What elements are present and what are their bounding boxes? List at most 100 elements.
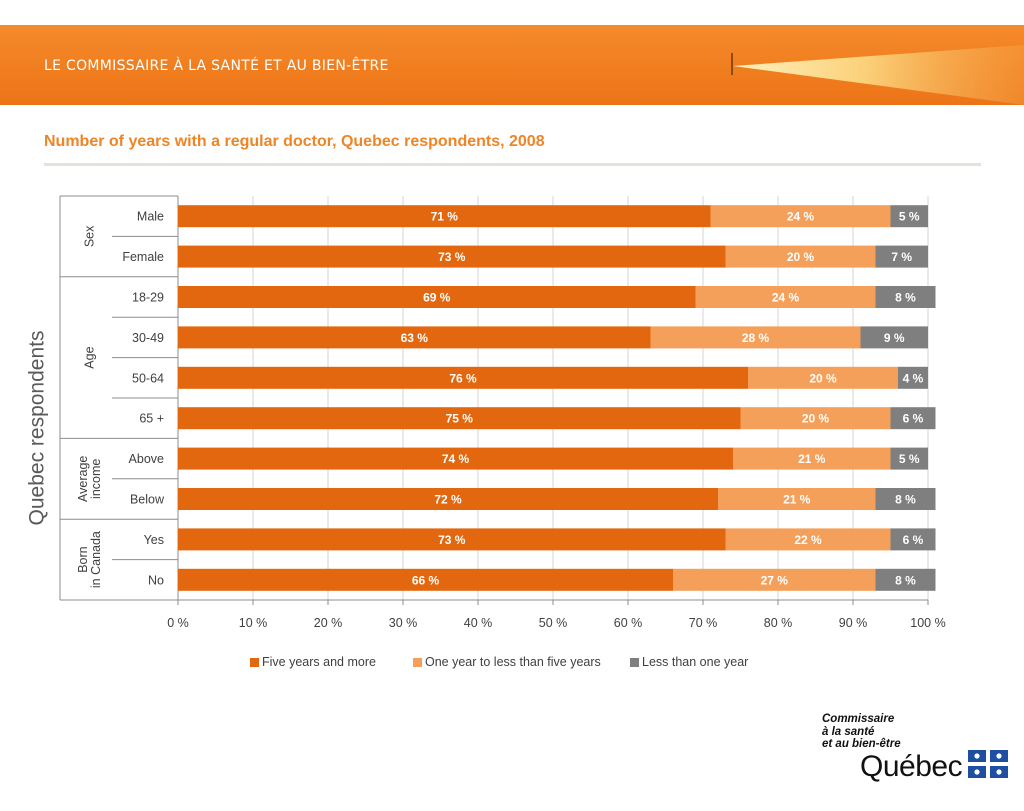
x-tick-label: 100 % [910, 616, 945, 630]
data-label: 66 % [412, 573, 440, 587]
x-tick-label: 20 % [314, 616, 343, 630]
group-label: in Canada [89, 531, 103, 588]
data-label: 20 % [809, 371, 837, 385]
y-axis-title: Quebec respondents [26, 331, 49, 526]
category-label: Female [122, 250, 164, 264]
bar-segment [748, 366, 898, 389]
bar-segment [178, 245, 726, 268]
logo-line: Commissaire [822, 713, 895, 725]
legend-item: Less than one year [630, 655, 748, 669]
data-label: 8 % [895, 493, 916, 507]
bar-segment [178, 528, 726, 551]
category-label: 30-49 [132, 331, 164, 345]
bar-segment [740, 407, 891, 430]
group-label: income [89, 459, 103, 499]
bar-segment [178, 407, 741, 430]
bar-segment [673, 568, 876, 591]
data-label: 24 % [772, 291, 800, 305]
header-banner: LE COMMISSAIRE À LA SANTÉ ET AU BIEN-ÊTR… [0, 25, 1024, 105]
bar-segment [875, 245, 928, 268]
x-tick-label: 30 % [389, 616, 418, 630]
category-label: 18-29 [132, 291, 164, 305]
x-tick-label: 80 % [764, 616, 793, 630]
organization-title: LE COMMISSAIRE À LA SANTÉ ET AU BIEN-ÊTR… [44, 58, 389, 74]
legend-swatch [413, 657, 422, 667]
data-label: 21 % [798, 452, 826, 466]
legend-item: Five years and more [250, 655, 376, 669]
bar-segment [650, 326, 861, 349]
bar-segment [890, 407, 936, 430]
bar-segment [178, 205, 711, 228]
group-label: Age [82, 346, 96, 368]
category-label: Yes [144, 533, 164, 547]
category-label: Above [129, 452, 164, 466]
x-tick-label: 0 % [167, 616, 189, 630]
data-label: 73 % [438, 533, 466, 547]
bar-segment [178, 286, 696, 308]
bar-segment [875, 488, 936, 510]
data-label: 5 % [899, 452, 920, 466]
quebec-wordmark: Québec [860, 750, 963, 783]
bar-segment [725, 528, 891, 551]
data-label: 20 % [802, 412, 830, 426]
data-label: 22 % [794, 533, 822, 547]
quebec-logo: Commissaire à la santé et au bien-être Q… [822, 713, 1012, 793]
group-label: Born [76, 546, 90, 572]
category-label: 65 + [139, 412, 164, 426]
category-label: Below [130, 493, 165, 507]
bar-segment [725, 245, 876, 268]
category-label: Male [137, 210, 164, 224]
data-label: 6 % [903, 412, 924, 426]
data-label: 8 % [895, 573, 916, 587]
logo-text: Commissaire à la santé et au bien-être [822, 713, 901, 751]
bar-segment [178, 568, 673, 591]
group-label: Sex [82, 225, 96, 247]
category-label: 50-64 [132, 371, 164, 385]
legend-item: One year to less than five years [413, 655, 601, 669]
legend-label: Five years and more [262, 655, 376, 669]
legend-swatch [250, 657, 259, 667]
data-label: 76 % [449, 371, 477, 385]
quebec-flag-icon [968, 750, 1008, 778]
bar-segment [695, 286, 876, 308]
bar-segment [898, 366, 928, 389]
bar-segment [890, 205, 928, 228]
data-label: 28 % [742, 331, 770, 345]
bar-segment [890, 528, 936, 551]
bar-segment [733, 447, 891, 470]
bar-segment [710, 205, 891, 228]
x-tick-label: 10 % [239, 616, 268, 630]
data-label: 9 % [884, 331, 905, 345]
logo-line: à la santé [822, 725, 875, 738]
x-tick-label: 40 % [464, 616, 493, 630]
data-label: 6 % [903, 533, 924, 547]
data-label: 72 % [434, 493, 462, 507]
data-label: 73 % [438, 250, 466, 264]
bar-segment [178, 366, 748, 389]
legend-label: One year to less than five years [425, 655, 601, 669]
bar-segment [875, 286, 936, 308]
legend-swatch [630, 657, 639, 667]
bar-segment [178, 488, 718, 510]
data-label: 8 % [895, 291, 916, 305]
light-beam-graphic [731, 45, 1024, 105]
data-label: 27 % [761, 573, 789, 587]
category-label: No [148, 573, 164, 587]
data-label: 71 % [431, 210, 459, 224]
x-tick-label: 60 % [614, 616, 643, 630]
data-label: 75 % [446, 412, 474, 426]
data-label: 21 % [783, 493, 811, 507]
data-label: 74 % [442, 452, 470, 466]
data-label: 5 % [899, 210, 920, 224]
data-label: 7 % [891, 250, 912, 264]
logo-line: et au bien-être [822, 738, 901, 750]
x-tick-label: 50 % [539, 616, 568, 630]
title-divider [44, 163, 981, 166]
group-label: Average [76, 456, 90, 502]
bar-segment [178, 447, 733, 470]
chart-title: Number of years with a regular doctor, Q… [44, 133, 545, 150]
data-label: 63 % [401, 331, 429, 345]
legend-label: Less than one year [642, 655, 749, 669]
data-label: 4 % [903, 371, 924, 385]
